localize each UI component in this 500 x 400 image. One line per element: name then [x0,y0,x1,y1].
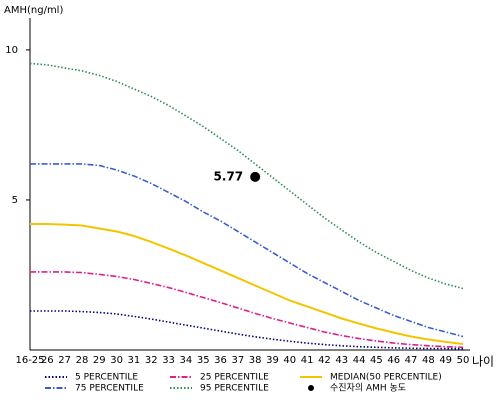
x-tick-label: 26 [41,355,54,366]
x-tick-label: 41 [301,355,314,366]
x-tick-label: 16-25 [15,355,44,366]
x-tick-label: 27 [58,355,71,366]
x-tick-label: 43 [335,355,348,366]
legend-marker [308,385,314,391]
x-tick-label: 45 [370,355,383,366]
x-tick-label: 46 [387,355,400,366]
x-tick-label: 47 [405,355,418,366]
x-tick-label: 48 [422,355,435,366]
x-tick-label: 34 [180,355,193,366]
x-tick-label: 38 [249,355,262,366]
legend-label: MEDIAN(50 PERCENTILE) [330,373,442,383]
x-tick-label: 31 [128,355,141,366]
point-label: 5.77 [214,169,244,183]
x-tick-label: 44 [353,355,366,366]
legend-label: 95 PERCENTILE [200,384,269,394]
x-tick-label: 28 [76,355,89,366]
legend-label: 수진자의 AMH 농도 [330,383,406,394]
y-tick-label: 10 [5,45,18,56]
patient-point [250,171,261,182]
x-tick-label: 50 [457,355,470,366]
x-tick-label: 30 [110,355,123,366]
x-tick-label: 37 [231,355,244,366]
x-axis-label: 나이 [472,355,494,369]
series-line [30,271,464,349]
series-line [29,62,464,290]
x-tick-label: 40 [283,355,296,366]
x-tick-label: 42 [318,355,331,366]
x-tick-label: 36 [214,355,227,366]
y-axis-label: AMH(ng/ml) [4,5,63,16]
x-tick-label: 29 [93,355,106,366]
x-tick-label: 39 [266,355,279,366]
x-tick-label: 49 [439,355,452,366]
series-line [30,310,464,350]
x-tick-label: 32 [145,355,158,366]
legend-label: 5 PERCENTILE [75,373,138,383]
series-line [30,163,464,338]
legend-label: 25 PERCENTILE [200,373,269,383]
x-tick-label: 35 [197,355,210,366]
x-tick-label: 33 [162,355,175,366]
series-line [30,222,464,345]
legend-label: 75 PERCENTILE [75,384,144,394]
y-tick-label: 5 [12,195,18,206]
